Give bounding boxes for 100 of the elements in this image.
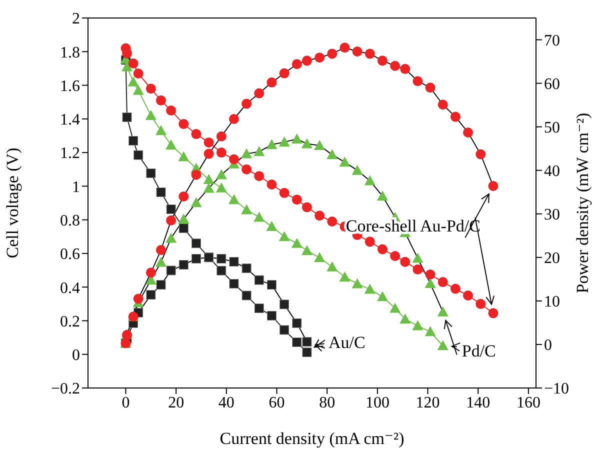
point <box>254 171 264 182</box>
point <box>437 340 448 350</box>
point <box>156 245 166 256</box>
point <box>376 190 388 201</box>
point <box>476 149 486 160</box>
point <box>280 300 290 310</box>
point <box>339 272 350 282</box>
point <box>412 252 424 263</box>
point <box>412 76 423 86</box>
point <box>364 175 376 186</box>
point <box>203 182 214 193</box>
point <box>228 154 239 164</box>
y2-tick-label: 50 <box>544 120 560 137</box>
point <box>133 294 144 304</box>
point <box>254 212 265 222</box>
point <box>266 77 277 88</box>
point <box>364 48 375 59</box>
y2-tick-label: 40 <box>544 163 560 180</box>
point <box>352 164 363 175</box>
point <box>301 245 312 256</box>
point <box>302 348 312 358</box>
point <box>314 52 325 63</box>
point <box>425 82 436 93</box>
point <box>122 48 132 58</box>
point <box>178 214 190 224</box>
point <box>254 275 264 285</box>
point <box>292 338 302 348</box>
point <box>400 256 410 267</box>
point <box>292 59 302 70</box>
y-tick-label: 1.8 <box>60 44 80 62</box>
point <box>242 164 252 174</box>
point <box>340 42 350 53</box>
point <box>339 156 350 167</box>
point <box>425 269 436 280</box>
y2-tick-label: 10 <box>544 294 560 311</box>
point <box>364 236 375 247</box>
point <box>266 139 278 150</box>
point <box>191 170 202 180</box>
point <box>242 290 252 300</box>
y-tick-label: 1 <box>72 178 80 196</box>
point <box>242 264 252 274</box>
x-tick-label: 0 <box>122 394 130 412</box>
point <box>191 238 201 248</box>
y-tick-label: 0.6 <box>60 246 80 264</box>
point <box>166 106 176 116</box>
point <box>166 215 176 226</box>
y2-axis-title: Power density (mW cm⁻²) <box>573 112 592 294</box>
point <box>229 257 239 267</box>
y2-tick-label: 20 <box>544 250 560 268</box>
point <box>437 306 448 316</box>
point <box>424 278 436 288</box>
y2-tick-label: 30 <box>544 206 560 224</box>
point <box>228 194 240 204</box>
point <box>156 280 166 290</box>
point <box>128 76 139 86</box>
y-tick-label: 1.4 <box>60 112 80 129</box>
point <box>279 188 290 198</box>
point <box>146 290 156 300</box>
point <box>216 148 226 158</box>
y-tick-label: 0 <box>72 347 80 364</box>
point <box>133 68 144 78</box>
point <box>326 261 338 272</box>
y-tick-label: 1.2 <box>60 145 80 162</box>
x-tick-label: 20 <box>168 394 184 412</box>
point <box>128 58 138 68</box>
point <box>266 310 276 320</box>
point <box>400 314 411 324</box>
y-axis-title: Cell voltage (V) <box>3 148 22 258</box>
point <box>463 290 474 300</box>
point <box>476 298 486 309</box>
point <box>191 254 201 264</box>
point <box>146 168 156 178</box>
point <box>216 182 227 192</box>
point <box>278 136 290 147</box>
point <box>216 266 226 276</box>
point <box>450 112 460 122</box>
y-tick-label: 0.2 <box>60 313 80 330</box>
point <box>377 56 388 66</box>
y2-tick-label: −10 <box>544 380 570 398</box>
point <box>204 148 214 159</box>
point <box>292 194 302 205</box>
point <box>314 252 326 262</box>
x-axis-title: Current density (mA cm⁻²) <box>220 429 404 448</box>
point <box>178 191 189 202</box>
y-tick-label: 0.4 <box>60 280 80 297</box>
x-tick-label: 80 <box>319 394 336 412</box>
x-tick-label: 140 <box>466 394 490 412</box>
point <box>327 48 338 59</box>
point <box>178 151 190 162</box>
point <box>216 254 226 264</box>
point <box>390 60 400 71</box>
point <box>412 320 424 330</box>
x-tick-label: 100 <box>365 394 390 412</box>
point <box>301 138 312 148</box>
point <box>438 277 448 288</box>
point <box>156 95 166 106</box>
point <box>450 284 460 294</box>
point <box>352 278 363 288</box>
point <box>302 337 312 347</box>
point <box>191 129 202 140</box>
